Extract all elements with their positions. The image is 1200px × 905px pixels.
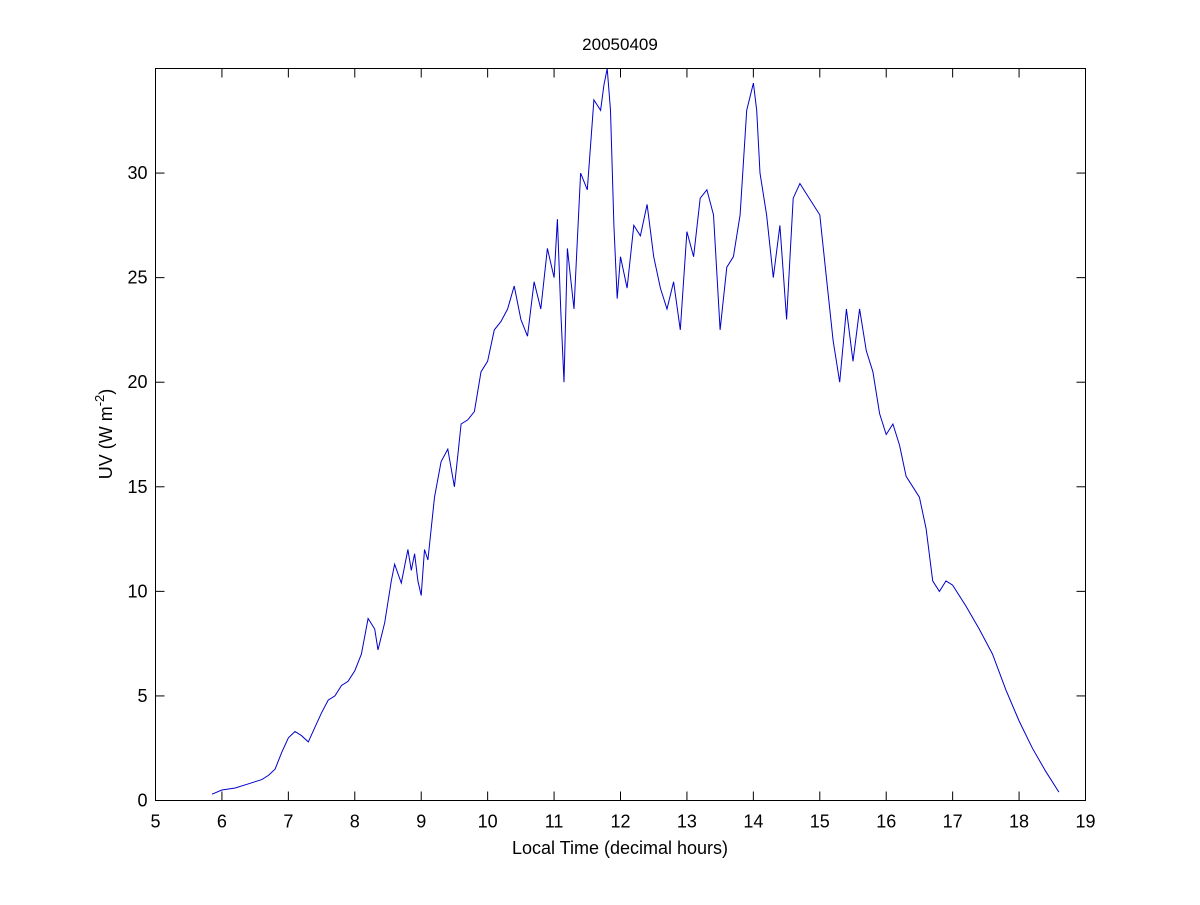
- y-tick-label: 5: [137, 686, 147, 706]
- x-tick-label: 16: [876, 812, 896, 832]
- y-tick-label: 0: [137, 791, 147, 811]
- x-tick-label: 15: [810, 812, 830, 832]
- y-axis-label-main: UV (W m: [96, 406, 116, 479]
- plot-lines: [211, 68, 1060, 795]
- x-tick-label: 18: [1009, 812, 1029, 832]
- x-tick-label: 7: [283, 812, 293, 832]
- x-tick-label: 5: [150, 812, 160, 832]
- x-tick-label: 17: [943, 812, 963, 832]
- x-tick-label: 11: [545, 812, 564, 832]
- x-tick-label: 8: [350, 812, 360, 832]
- x-tick-label: 14: [743, 812, 763, 832]
- series-line: [211, 68, 1060, 795]
- plot-frame: [155, 68, 1086, 801]
- chart-title: 20050409: [582, 35, 658, 54]
- y-tick-label: 25: [127, 268, 147, 288]
- y-axis-label-superscript: -2: [92, 395, 107, 407]
- x-tick-label: 9: [416, 812, 426, 832]
- y-axis-label-close: ): [96, 389, 116, 395]
- x-tick-label: 10: [478, 812, 498, 832]
- y-tick-label: 20: [127, 372, 147, 392]
- x-tick-label: 13: [677, 812, 697, 832]
- x-tick-label: 6: [217, 812, 227, 832]
- y-tick-label: 15: [127, 477, 147, 497]
- x-axis-label: Local Time (decimal hours): [512, 838, 728, 858]
- x-tick-label: 19: [1075, 812, 1095, 832]
- y-axis-label: UV (W m-2): [92, 389, 116, 480]
- y-tick-label: 10: [127, 581, 147, 601]
- y-tick-label: 30: [127, 163, 147, 183]
- x-tick-label: 12: [610, 812, 630, 832]
